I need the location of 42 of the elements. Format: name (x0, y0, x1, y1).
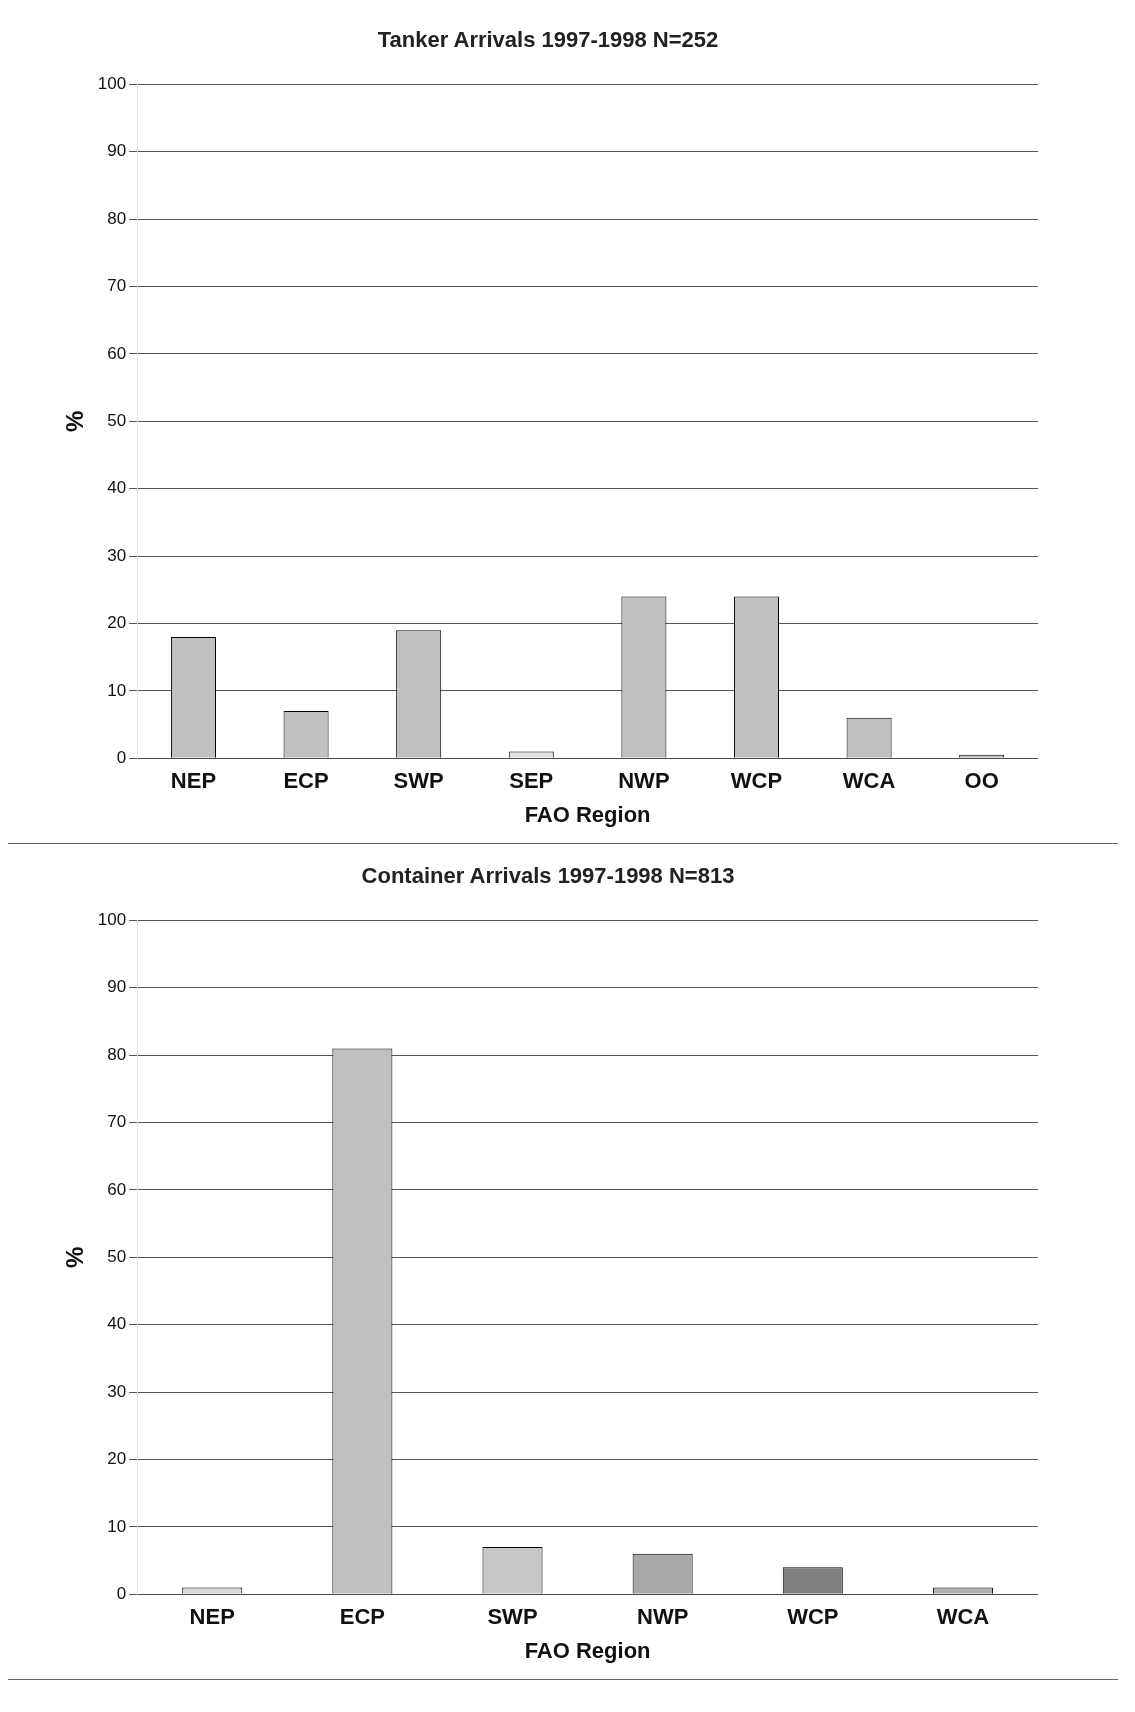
x-tick-label: OO (964, 768, 999, 794)
y-tick-label: 80 (107, 208, 127, 228)
y-axis-title: % (61, 1246, 89, 1268)
x-axis-title: FAO Region (524, 801, 651, 827)
y-tick-label: 60 (107, 343, 127, 363)
x-tick-label: WCA (842, 768, 896, 794)
x-tick-label: SWP (393, 768, 444, 794)
y-tick-label: 20 (107, 1449, 127, 1469)
x-tick-label: WCA (936, 1604, 990, 1630)
y-tick-label: 90 (107, 977, 127, 997)
y-tick-label: 10 (107, 680, 127, 700)
y-axis-title: % (61, 410, 89, 432)
y-tick-label: 70 (107, 1112, 127, 1132)
x-tick-label: NWP (618, 768, 670, 794)
y-tick-label: 0 (116, 747, 127, 767)
x-tick-label: NWP (636, 1604, 689, 1630)
x-tick-label: NEP (170, 768, 217, 794)
x-tick-label: SEP (509, 768, 554, 794)
x-tick-label: SWP (487, 1604, 538, 1630)
x-tick-label: NEP (189, 1604, 235, 1630)
y-tick-label: 90 (107, 141, 127, 161)
x-tick-label: ECP (283, 768, 329, 794)
y-tick-label: 20 (107, 613, 127, 633)
y-tick-label: 10 (107, 1516, 127, 1536)
y-tick-label: 40 (107, 1314, 127, 1334)
y-tick-label: 30 (107, 545, 127, 565)
y-tick-label: 30 (107, 1381, 127, 1401)
x-tick-label: ECP (339, 1604, 385, 1630)
y-tick-label: 80 (107, 1044, 127, 1064)
y-tick-label: 70 (107, 276, 127, 296)
x-axis-title: FAO Region (524, 1637, 651, 1663)
y-tick-label: 50 (107, 1246, 127, 1266)
x-tick-label: WCP (730, 768, 783, 794)
y-tick-label: 0 (116, 1583, 127, 1603)
y-tick-label: 100 (97, 74, 127, 94)
y-tick-label: 60 (107, 1179, 127, 1199)
y-tick-label: 100 (97, 910, 127, 930)
y-tick-label: 40 (107, 478, 127, 498)
x-tick-label: WCP (787, 1604, 839, 1630)
chart-title: Container Arrivals 1997-1998 N=813 (361, 863, 735, 889)
chart-title: Tanker Arrivals 1997-1998 N=252 (377, 27, 719, 53)
y-tick-label: 50 (107, 410, 127, 430)
